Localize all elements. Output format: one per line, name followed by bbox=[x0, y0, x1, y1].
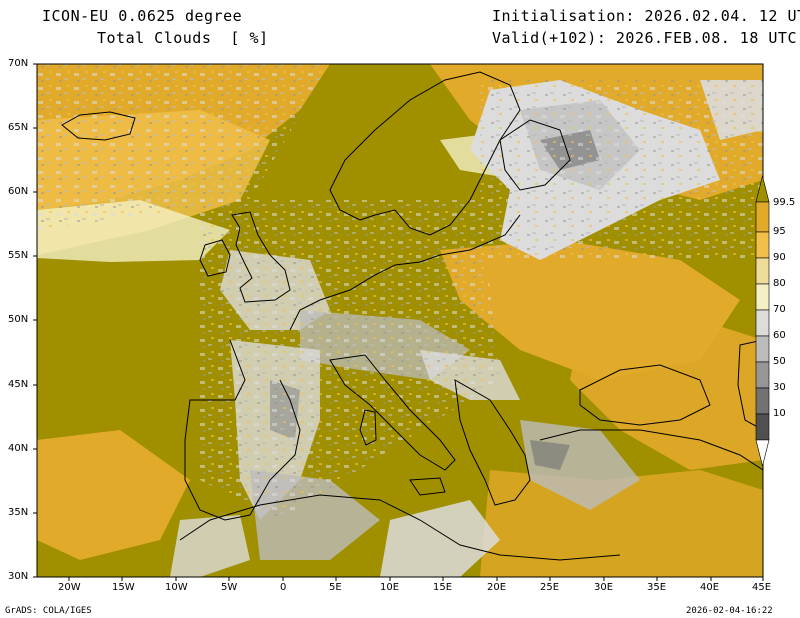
colorbar-label: 30 bbox=[773, 382, 786, 393]
lon-label: 20E bbox=[487, 582, 507, 593]
footer-credit: GrADS: COLA/IGES bbox=[5, 606, 92, 616]
colorbar-label: 99.5 bbox=[773, 197, 796, 208]
lat-label: 35N bbox=[8, 507, 29, 518]
init-time: Initialisation: 2026.02.04. 12 UTC bbox=[492, 7, 800, 25]
lat-label: 40N bbox=[8, 443, 29, 454]
axis-ticks bbox=[33, 63, 764, 581]
colorbar-bottom-arrow bbox=[755, 439, 770, 467]
colorbar-label: 50 bbox=[773, 356, 786, 367]
colorbar-label: 70 bbox=[773, 304, 786, 315]
lon-label: 10W bbox=[165, 582, 188, 593]
colorbar bbox=[755, 175, 770, 467]
lon-label: 5E bbox=[329, 582, 342, 593]
lon-label: 45E bbox=[752, 582, 772, 593]
lat-label: 60N bbox=[8, 186, 29, 197]
lat-label: 70N bbox=[8, 58, 29, 69]
lon-label: 35E bbox=[647, 582, 667, 593]
lon-label: 0 bbox=[280, 582, 287, 593]
valid-time: Valid(+102): 2026.FEB.08. 18 UTC bbox=[492, 29, 797, 47]
colorbar-label: 95 bbox=[773, 226, 786, 237]
colorbar-label: 60 bbox=[773, 330, 786, 341]
cloud-field bbox=[37, 64, 763, 577]
model-title: ICON-EU 0.0625 degree bbox=[42, 7, 243, 25]
lon-label: 10E bbox=[380, 582, 400, 593]
lon-label: 20W bbox=[58, 582, 81, 593]
lon-label: 15W bbox=[112, 582, 135, 593]
lat-label: 45N bbox=[8, 379, 29, 390]
variable-title: Total Clouds [ %] bbox=[97, 29, 269, 47]
colorbar-label: 80 bbox=[773, 278, 786, 289]
lon-label: 40E bbox=[700, 582, 720, 593]
lon-label: 5W bbox=[221, 582, 238, 593]
lat-label: 55N bbox=[8, 250, 29, 261]
lon-label: 25E bbox=[540, 582, 560, 593]
lat-label: 50N bbox=[8, 314, 29, 325]
lat-label: 65N bbox=[8, 122, 29, 133]
colorbar-label: 90 bbox=[773, 252, 786, 263]
lat-label: 30N bbox=[8, 571, 29, 582]
lon-label: 30E bbox=[594, 582, 614, 593]
lon-label: 15E bbox=[433, 582, 453, 593]
colorbar-label: 10 bbox=[773, 408, 786, 419]
footer-timestamp: 2026-02-04-16:22 bbox=[686, 606, 773, 616]
